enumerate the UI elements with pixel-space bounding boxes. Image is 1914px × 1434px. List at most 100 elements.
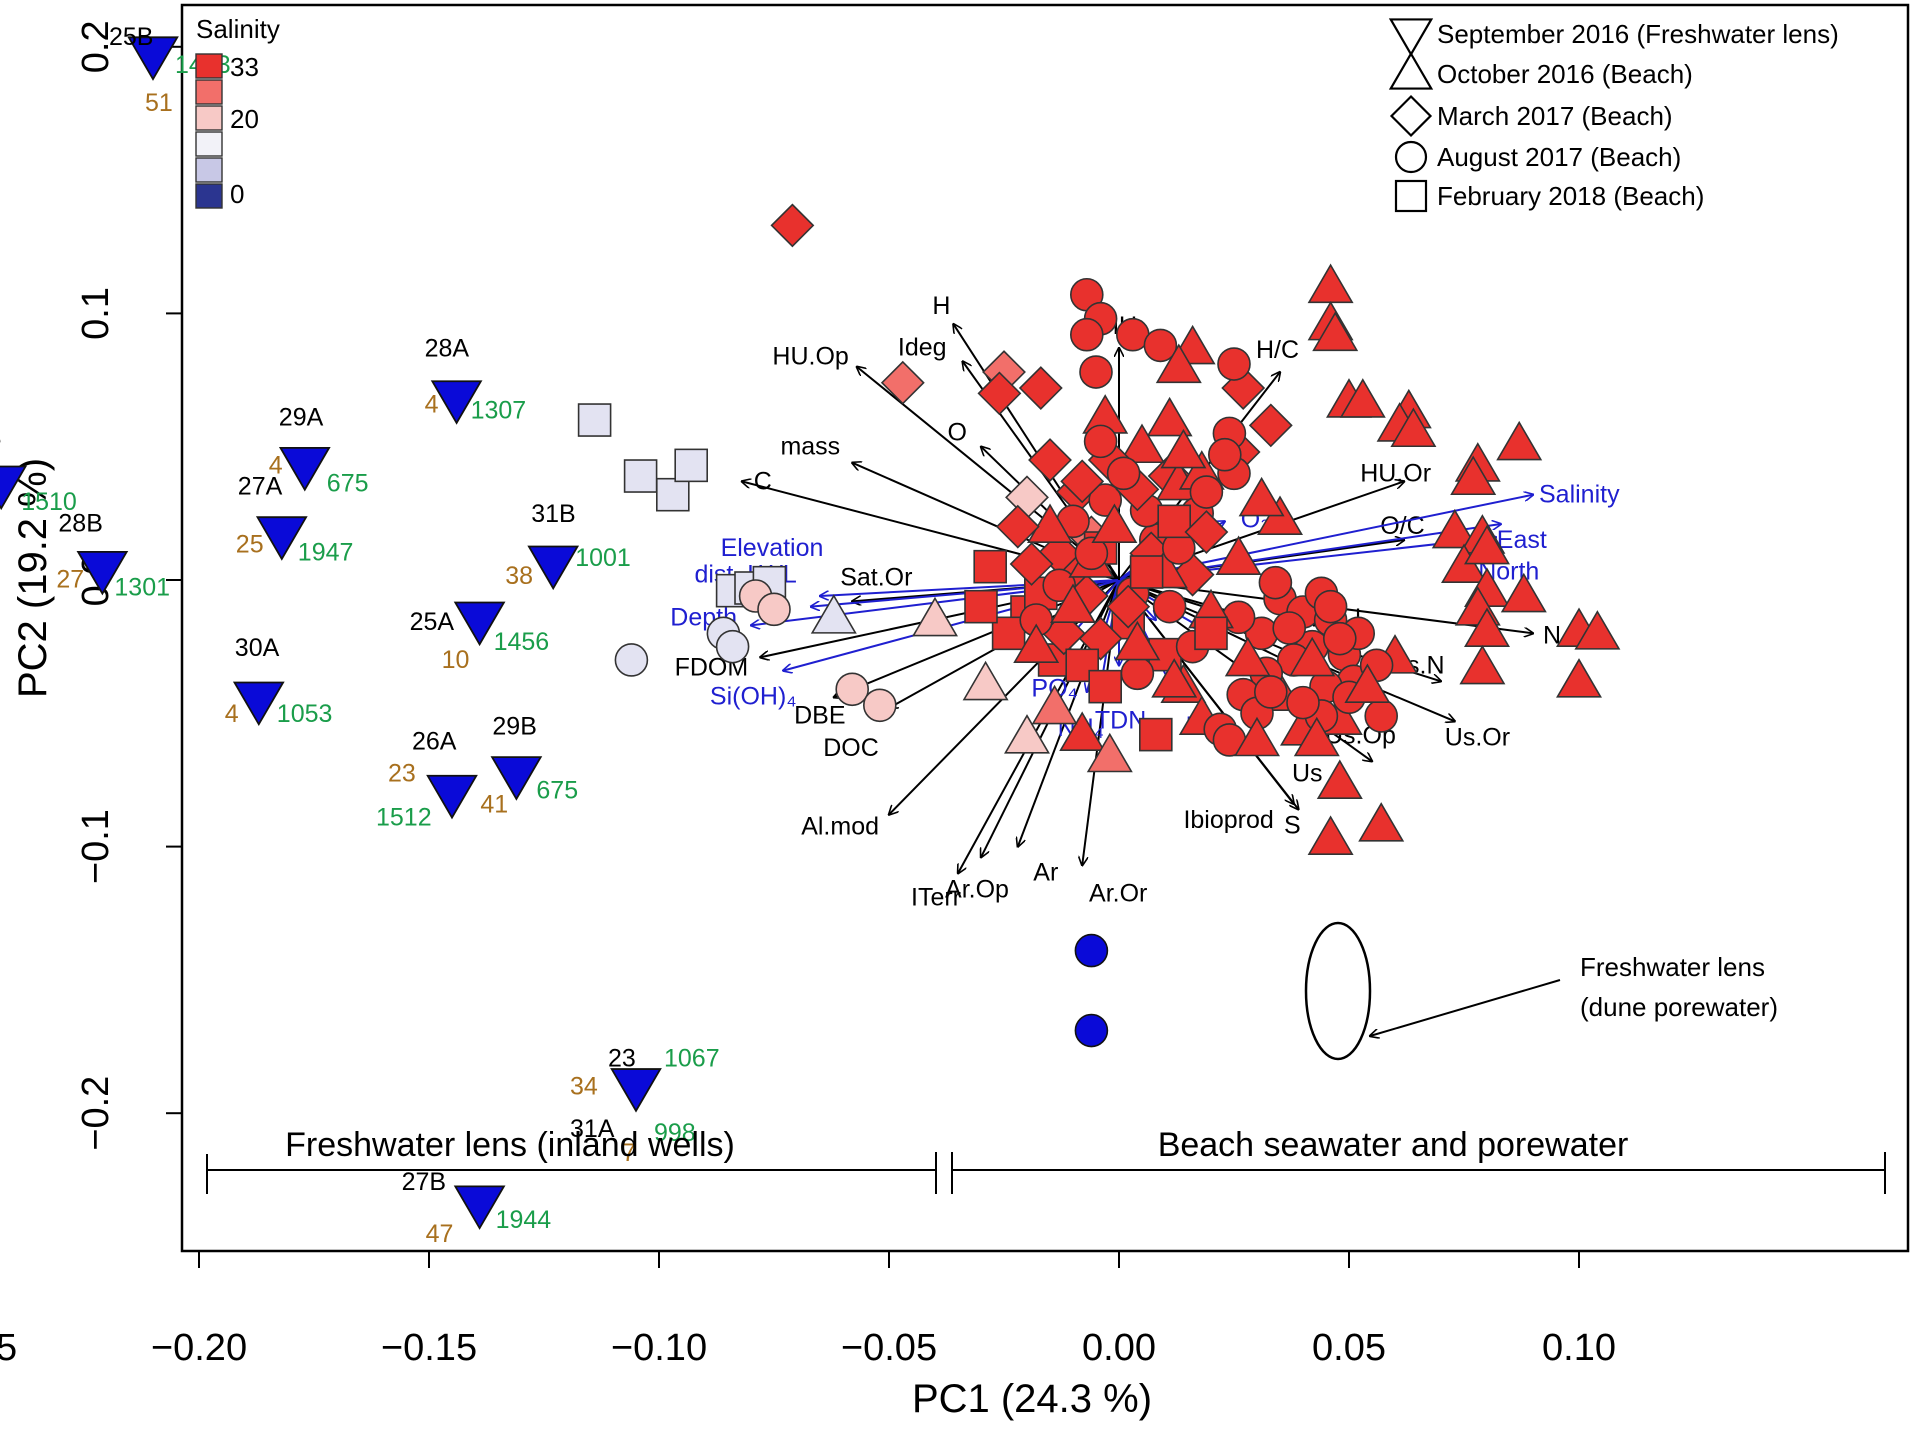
well-salinity-label: 25 <box>236 531 264 559</box>
beach-point <box>1074 536 1109 571</box>
beach-point <box>1254 675 1288 709</box>
dune-point <box>1074 933 1109 968</box>
x-axis-title: PC1 (24.3 %) <box>912 1377 1152 1421</box>
dune-pointer-arrow <box>1370 979 1561 1036</box>
loading-label: Si(OH)₄ <box>710 683 797 711</box>
well-id-label: 27A <box>238 473 283 501</box>
beach-point <box>1215 535 1262 576</box>
beach-point <box>1184 510 1229 554</box>
x-tick-label: 0.10 <box>1542 1327 1616 1369</box>
loading-label: Ar.Op <box>945 875 1009 903</box>
lens-well-marker <box>255 516 308 561</box>
x-tick-label: 0.05 <box>1312 1327 1386 1369</box>
well-salinity-label: 41 <box>480 791 508 819</box>
beach-point <box>1464 524 1510 565</box>
beach-point <box>1574 610 1621 650</box>
beach-point <box>1500 572 1547 613</box>
loading-label: Ar.Or <box>1089 879 1147 907</box>
dune-ellipse <box>1304 921 1372 1061</box>
beach-point <box>655 477 690 512</box>
loading-label: DOC <box>823 734 879 762</box>
beach-point <box>1042 568 1076 603</box>
well-id-label: 29A <box>279 403 324 431</box>
beach-point <box>912 596 958 637</box>
well-distance-label: 1001 <box>575 544 631 572</box>
shape-legend-icon <box>1388 51 1434 90</box>
lens-well-marker <box>0 465 28 511</box>
beach-point <box>1234 716 1280 757</box>
beach-point <box>1289 636 1336 677</box>
well-id-label: 23 <box>608 1045 636 1073</box>
loading-label: Ideg <box>898 333 947 361</box>
well-id-label: 30A <box>235 634 280 662</box>
well-id-label: 28B <box>58 509 102 537</box>
well-salinity-label: 10 <box>442 646 470 674</box>
beach-point <box>614 643 649 677</box>
beach-point <box>1086 732 1133 773</box>
y-axis-title: PC2 (19.2 %) <box>11 458 55 698</box>
range-right-label: Beach seawater and porewater <box>1158 1126 1629 1164</box>
y-tick-label: 0.2 <box>75 20 117 73</box>
lens-well-marker <box>278 446 331 492</box>
y-tick-label: −0.2 <box>75 1076 117 1151</box>
loading-label: mass <box>780 433 840 461</box>
x-tick-label: −0.15 <box>381 1327 477 1369</box>
beach-point <box>1344 663 1391 703</box>
salinity-swatches <box>195 53 223 209</box>
x-tick-label: −0.10 <box>611 1327 707 1369</box>
well-salinity-label: 4 <box>425 391 439 419</box>
beach-point <box>1339 378 1386 418</box>
beach-point <box>1119 423 1165 464</box>
loading-label: O <box>948 419 967 447</box>
beach-point <box>1224 636 1271 677</box>
x-tick-label: −0.25 <box>0 1327 17 1369</box>
beach-point <box>1323 621 1357 656</box>
shape-legend-label: September 2016 (Freshwater lens) <box>1437 19 1839 49</box>
beach-point <box>1028 438 1072 482</box>
loading-label: Salinity <box>1539 481 1620 509</box>
well-distance-label: 1510 <box>21 488 77 516</box>
loading-label: HU.Op <box>772 343 848 371</box>
shape-legend-label: March 2017 (Beach) <box>1437 101 1673 131</box>
well-salinity-label: 51 <box>145 89 173 117</box>
salinity-legend: Salinity 33 20 0 <box>195 14 280 209</box>
beach-point <box>1155 343 1202 384</box>
well-distance-label: 998 <box>654 1119 696 1147</box>
beach-point <box>1307 263 1354 304</box>
axes: −0.25−0.20−0.15−0.10−0.050.000.050.10−0.… <box>0 20 1616 1369</box>
beach-point <box>577 403 612 437</box>
beach-point <box>1114 620 1161 661</box>
loading-label: H <box>932 292 950 320</box>
beach-point <box>1160 428 1207 469</box>
beach-point <box>1358 802 1405 842</box>
beach-point <box>1018 366 1063 410</box>
well-salinity-label: 4 <box>269 451 283 479</box>
lens-well-marker <box>76 550 129 596</box>
beach-point <box>1088 669 1122 704</box>
beach-points <box>577 203 1621 855</box>
lens-well-marker <box>127 36 179 81</box>
beach-point <box>1194 616 1228 651</box>
shape-legend-icon <box>1394 140 1428 174</box>
beach-point <box>964 589 998 624</box>
x-tick-label: 0.00 <box>1082 1327 1156 1369</box>
beach-point <box>1143 328 1178 363</box>
shape-legend-label: August 2017 (Beach) <box>1437 142 1681 172</box>
y-tick-label: −0.1 <box>75 809 117 884</box>
salinity-swatch <box>195 79 223 105</box>
well-id-label: 28A <box>425 335 470 363</box>
loading-label: DBE <box>794 701 845 729</box>
beach-point <box>1293 716 1340 757</box>
loading-label: Us <box>1292 759 1323 787</box>
salinity-swatch <box>195 105 223 131</box>
salinity-swatch <box>195 183 223 209</box>
loading-label: ITerr <box>911 883 961 911</box>
well-distance-label: 675 <box>327 469 369 497</box>
loading-label: N <box>1543 621 1561 649</box>
beach-point <box>973 549 1008 584</box>
salinity-legend-label-max: 33 <box>230 52 259 82</box>
well-id-label: 25A <box>410 608 455 636</box>
well-salinity-label: 23 <box>388 759 416 787</box>
beach-point <box>1152 589 1187 624</box>
y-tick-label: 0.1 <box>75 287 117 340</box>
